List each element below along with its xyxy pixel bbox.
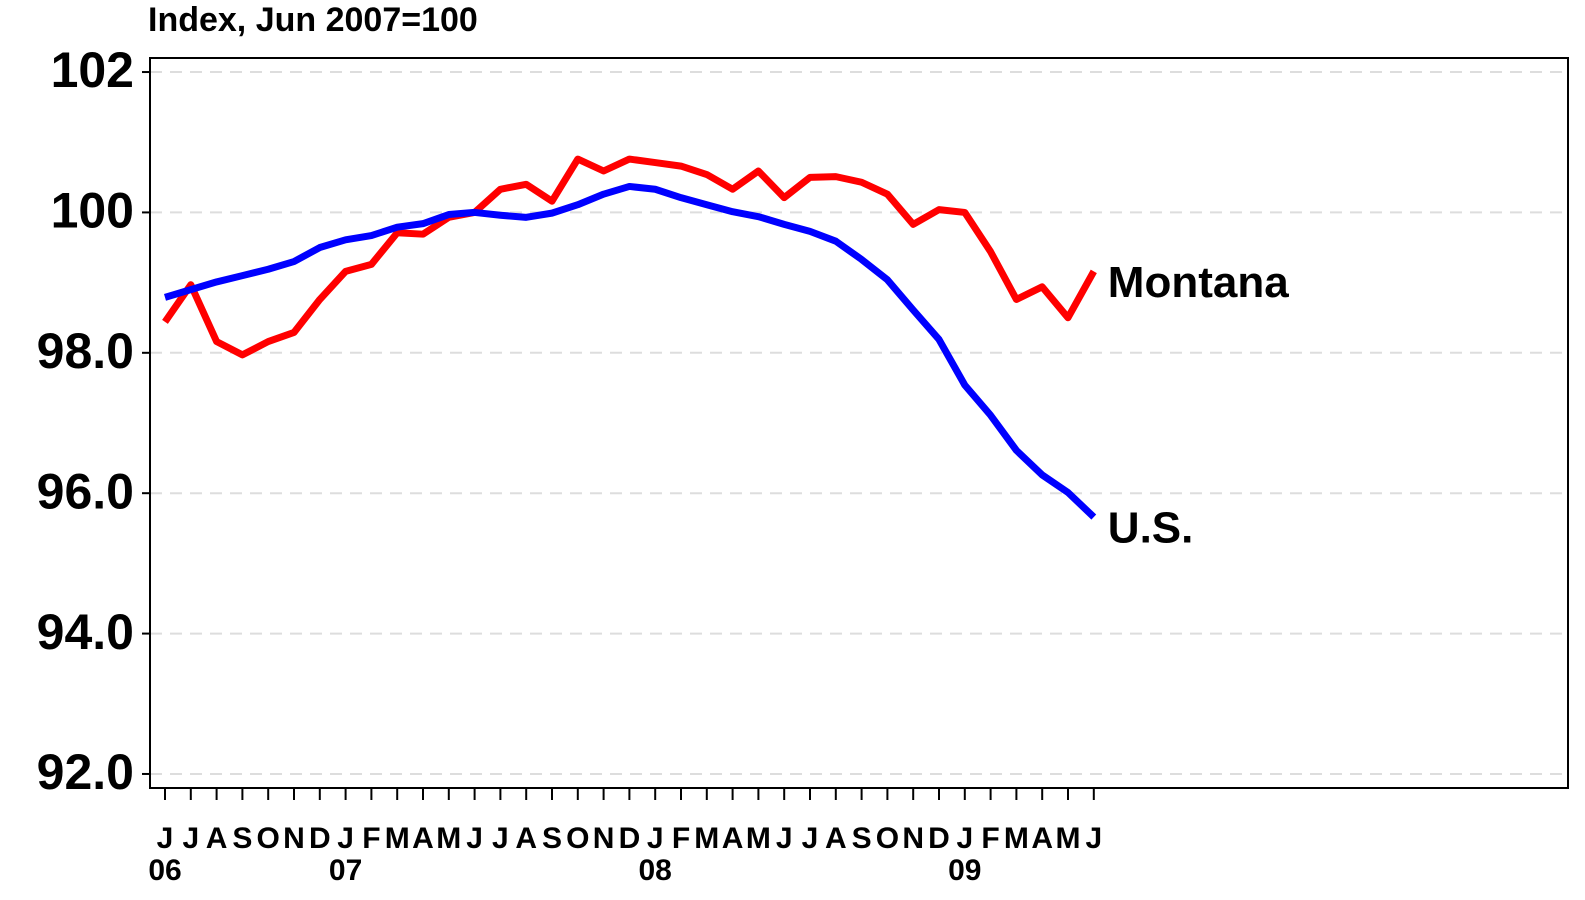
- y-tick-label: 96.0: [37, 463, 134, 519]
- x-tick-label: N: [902, 822, 924, 855]
- x-tick-label: J: [647, 822, 664, 855]
- x-tick-label: F: [362, 822, 380, 855]
- x-tick-label: M: [1004, 822, 1029, 855]
- x-year-label: 06: [148, 854, 181, 887]
- x-tick-label: J: [1085, 822, 1102, 855]
- series-line: [162, 155, 1097, 359]
- chart-title: Index, Jun 2007=100: [148, 1, 478, 39]
- x-tick-label: D: [928, 822, 950, 855]
- x-tick-label: A: [1031, 822, 1053, 855]
- series-label: U.S.: [1108, 504, 1194, 553]
- x-tick-label: M: [385, 822, 410, 855]
- y-tick-label: 98.0: [37, 323, 134, 379]
- x-tick-label: S: [232, 822, 252, 855]
- x-tick-label: M: [1056, 822, 1081, 855]
- x-tick-label: J: [956, 822, 973, 855]
- x-tick-label: M: [746, 822, 771, 855]
- x-tick-label: S: [542, 822, 562, 855]
- x-tick-label: J: [802, 822, 819, 855]
- series-line: [163, 182, 1097, 520]
- x-tick-label: M: [436, 822, 461, 855]
- x-tick-label: D: [309, 822, 331, 855]
- x-tick-label: A: [206, 822, 228, 855]
- x-year-label: 09: [948, 854, 981, 887]
- x-tick-label: D: [619, 822, 641, 855]
- x-tick-label: J: [466, 822, 483, 855]
- x-tick-label: J: [776, 822, 793, 855]
- x-tick-label: J: [337, 822, 354, 855]
- series-label: Montana: [1108, 258, 1289, 307]
- y-tick-label: 92.0: [37, 744, 134, 800]
- y-tick-label: 100: [51, 183, 134, 239]
- x-tick-label: M: [694, 822, 719, 855]
- x-tick-label: F: [981, 822, 999, 855]
- x-tick-label: A: [412, 822, 434, 855]
- x-tick-label: N: [593, 822, 615, 855]
- y-tick-label: 94.0: [37, 604, 134, 660]
- x-year-label: 08: [639, 854, 672, 887]
- x-year-label: 07: [329, 854, 362, 887]
- x-tick-label: J: [157, 822, 174, 855]
- x-tick-label: A: [722, 822, 744, 855]
- x-tick-label: O: [876, 822, 899, 855]
- x-tick-label: N: [283, 822, 305, 855]
- x-tick-label: A: [825, 822, 847, 855]
- x-tick-label: S: [852, 822, 872, 855]
- x-tick-label: J: [492, 822, 509, 855]
- y-tick-label: 102: [51, 42, 134, 98]
- x-tick-label: J: [182, 822, 199, 855]
- x-tick-label: O: [566, 822, 589, 855]
- x-tick-label: O: [257, 822, 280, 855]
- x-tick-label: A: [515, 822, 537, 855]
- x-tick-label: F: [672, 822, 690, 855]
- plot-frame: [149, 57, 1569, 789]
